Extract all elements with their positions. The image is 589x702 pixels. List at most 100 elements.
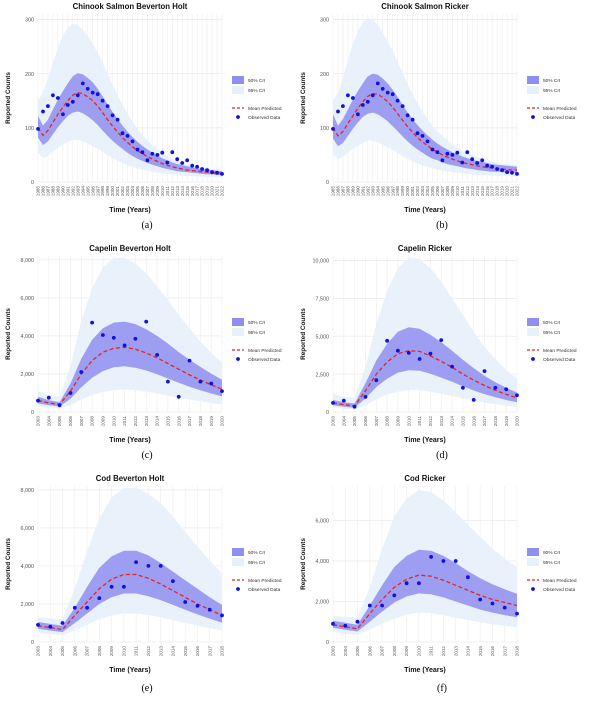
observed-point bbox=[175, 157, 180, 162]
chart-title-d: Capelin Ricker bbox=[398, 244, 452, 253]
observed-point bbox=[133, 336, 138, 341]
x-tick-label: 2013 bbox=[453, 646, 458, 657]
y-tick-label: 100 bbox=[25, 126, 34, 132]
observed-point bbox=[187, 358, 192, 363]
x-tick-label: 2000 bbox=[110, 186, 115, 197]
legend-label-observed: Observed Data bbox=[248, 587, 281, 593]
x-tick-label: 2001 bbox=[115, 186, 120, 197]
observed-point bbox=[355, 619, 360, 624]
observed-point bbox=[80, 81, 85, 86]
chart-f: 0 2,000 4,000 6,000 2003 2004 2005 2006 2007 2008… bbox=[300, 474, 577, 674]
ci50-band bbox=[38, 550, 222, 633]
observed-point bbox=[415, 131, 420, 136]
x-tick-label: 2017 bbox=[187, 416, 192, 427]
x-axis-label-f: Time (Years) bbox=[404, 667, 446, 674]
observed-point bbox=[101, 333, 105, 337]
observed-point bbox=[420, 134, 425, 138]
observed-point bbox=[495, 167, 499, 171]
x-tick-label: 2016 bbox=[176, 416, 181, 427]
x-tick-label: 2012 bbox=[465, 186, 470, 197]
observed-point bbox=[360, 103, 365, 107]
x-tick-label: 2006 bbox=[367, 646, 372, 657]
legend-a: 50% CrI 95% CrI Mean Predicted Observed Dat… bbox=[232, 76, 282, 121]
x-tick-label: 2022 bbox=[515, 186, 520, 197]
legend-label-ci50: 50% CrI bbox=[248, 320, 265, 326]
caption-a: (a) bbox=[141, 220, 153, 231]
observed-point bbox=[485, 163, 490, 168]
x-tick-label: 2008 bbox=[97, 646, 102, 657]
x-tick-label: 2010 bbox=[455, 186, 460, 197]
y-tick-label: 0 bbox=[326, 410, 329, 416]
legend-swatch-ci95 bbox=[232, 558, 244, 566]
x-tick-label: 2003 bbox=[125, 186, 130, 197]
x-tick-label: 2015 bbox=[166, 416, 171, 427]
legend-label-ci95: 95% CrI bbox=[248, 88, 265, 94]
x-tick-label: 2018 bbox=[493, 416, 498, 427]
x-tick-label: 2009 bbox=[101, 416, 106, 427]
x-tick-label: 2019 bbox=[205, 186, 210, 197]
x-tick-label: 1997 bbox=[390, 186, 395, 197]
observed-point bbox=[471, 398, 476, 402]
x-tick-label: 2015 bbox=[478, 646, 483, 657]
y-tick-label: 0 bbox=[31, 180, 34, 186]
observed-point bbox=[109, 584, 114, 589]
caption-b: (b) bbox=[436, 220, 448, 231]
x-tick-label: 2021 bbox=[215, 186, 220, 197]
observed-point bbox=[504, 387, 509, 392]
legend-label-ci95: 95% CrI bbox=[543, 560, 560, 566]
observed-point bbox=[210, 170, 215, 175]
x-tick-label: 2009 bbox=[450, 186, 455, 197]
chart-title-f: Cod Ricker bbox=[404, 474, 445, 483]
observed-point bbox=[417, 581, 421, 586]
x-tick-label: 2013 bbox=[470, 186, 475, 197]
observed-point bbox=[478, 597, 483, 602]
observed-point bbox=[68, 391, 73, 395]
y-tick-label: 200 bbox=[25, 72, 34, 78]
legend-swatch-ci50 bbox=[527, 548, 539, 556]
observed-point bbox=[165, 160, 170, 165]
observed-point bbox=[220, 389, 224, 393]
x-tick-label: 1994 bbox=[375, 186, 380, 197]
x-tick-label: 2003 bbox=[36, 646, 41, 657]
observed-point bbox=[207, 607, 212, 612]
x-tick-label: 2012 bbox=[146, 646, 151, 657]
x-tick-label: 1986 bbox=[41, 186, 46, 197]
observed-point bbox=[380, 603, 384, 608]
observed-point bbox=[425, 139, 430, 144]
chart-panel-b: 0 100 200 300 1985 1986 1987 1988 1989 1990 1991 19… bbox=[295, 0, 589, 218]
observed-point bbox=[396, 348, 400, 353]
observed-point bbox=[367, 603, 372, 608]
legend-b: 50% CrI 95% CrI Mean Predicted Observed Dat… bbox=[527, 76, 577, 121]
observed-point bbox=[110, 113, 115, 118]
observed-point bbox=[105, 104, 110, 108]
x-tick-label: 2010 bbox=[122, 646, 127, 657]
observed-points bbox=[36, 319, 224, 408]
x-axis-label-d: Time (Years) bbox=[404, 437, 446, 444]
observed-point bbox=[57, 403, 62, 408]
observed-point bbox=[331, 621, 335, 626]
x-tick-label: 2018 bbox=[495, 186, 500, 197]
observed-point bbox=[150, 151, 155, 156]
x-tick-label: 2015 bbox=[185, 186, 190, 197]
x-tick-label: 1999 bbox=[105, 186, 110, 197]
x-tick-label: 1999 bbox=[400, 186, 405, 197]
legend-swatch-ci50 bbox=[232, 76, 244, 84]
observed-point bbox=[475, 161, 480, 165]
y-tick-label: 4,000 bbox=[316, 559, 330, 565]
x-tick-label: 2007 bbox=[85, 646, 90, 657]
x-tick-label: 1996 bbox=[385, 186, 390, 197]
x-tick-label: 2004 bbox=[46, 416, 51, 427]
observed-point bbox=[36, 126, 40, 131]
x-tick-label: 2010 bbox=[417, 646, 422, 657]
ci50-band bbox=[333, 549, 517, 632]
observed-point bbox=[195, 604, 200, 608]
x-tick-label: 2019 bbox=[500, 186, 505, 197]
observed-point bbox=[445, 151, 450, 156]
x-tick-label: 1998 bbox=[395, 186, 400, 197]
observed-point bbox=[90, 90, 95, 95]
x-tick-label: 2006 bbox=[363, 416, 368, 427]
observed-point bbox=[331, 126, 335, 131]
observed-point bbox=[198, 379, 203, 384]
observed-points bbox=[331, 81, 519, 176]
